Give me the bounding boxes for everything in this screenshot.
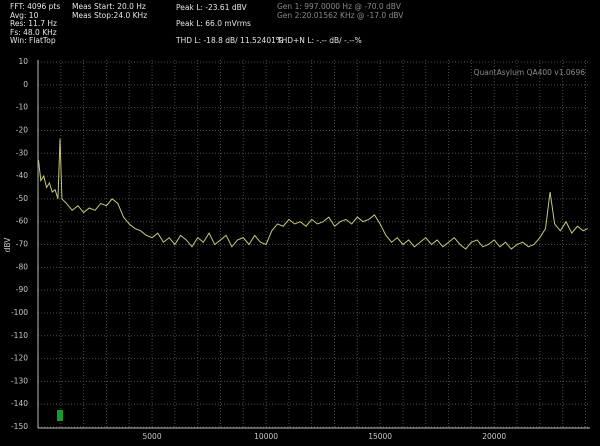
y-tick-label: -100 <box>11 308 28 317</box>
y-tick-label: -130 <box>11 376 28 385</box>
meas-info: Meas Stop:24.0 KHz <box>72 11 147 20</box>
y-tick-label: -110 <box>11 331 28 340</box>
y-tick-label: -90 <box>16 285 28 294</box>
y-tick-label: 10 <box>18 57 28 66</box>
y-axis-label: dBV <box>3 237 12 253</box>
fft-info: Res: 11.7 Hz <box>10 19 57 28</box>
peak-info: Peak L: -23.61 dBV <box>176 3 248 12</box>
fft-info: Win: FlatTop <box>10 36 56 45</box>
peak-info: Peak L: 66.0 mVrms <box>176 19 251 28</box>
y-tick-label: -50 <box>16 194 28 203</box>
status-indicator <box>57 410 63 421</box>
header: FFT: 4096 pts Avg: 10 Res: 11.7 Hz Fs: 4… <box>10 2 404 45</box>
x-tick-label: 15000 <box>368 432 392 441</box>
y-tick-label: -70 <box>16 240 28 249</box>
y-tick-label: -80 <box>16 262 28 271</box>
watermark: QuantAsylum QA400 v1.0696 <box>474 68 586 77</box>
meas-info: Meas Start: 20.0 Hz <box>72 2 146 11</box>
y-tick-label: -30 <box>16 148 28 157</box>
fft-info: Fs: 48.0 KHz <box>10 28 57 37</box>
y-tick-label: 0 <box>23 80 28 89</box>
gen-info: Gen 2:20.01562 KHz @ -17.0 dBV <box>277 11 404 20</box>
y-tick-label: -120 <box>11 354 28 363</box>
y-tick-label: -60 <box>16 217 28 226</box>
y-tick-label: -150 <box>11 422 28 431</box>
fft-info: FFT: 4096 pts <box>10 2 60 11</box>
fft-info: Avg: 10 <box>10 11 39 20</box>
x-tick-label: 5000 <box>143 432 162 441</box>
spectrum-trace <box>37 138 588 250</box>
x-tick-label: 10000 <box>254 432 278 441</box>
y-tick-label: -10 <box>16 103 28 112</box>
gen-info: Gen 1: 997.0000 Hz @ -70.0 dBV <box>277 2 402 11</box>
y-tick-label: -40 <box>16 171 28 180</box>
y-tick-label: -140 <box>11 399 28 408</box>
x-tick-label: 20000 <box>482 432 506 441</box>
thd-info: THD L: -18.8 dB/ 11.52401% <box>175 36 283 45</box>
thdn-info: THD+N L: -.-- dB/ -.--% <box>276 36 362 45</box>
y-tick-label: -20 <box>16 125 28 134</box>
